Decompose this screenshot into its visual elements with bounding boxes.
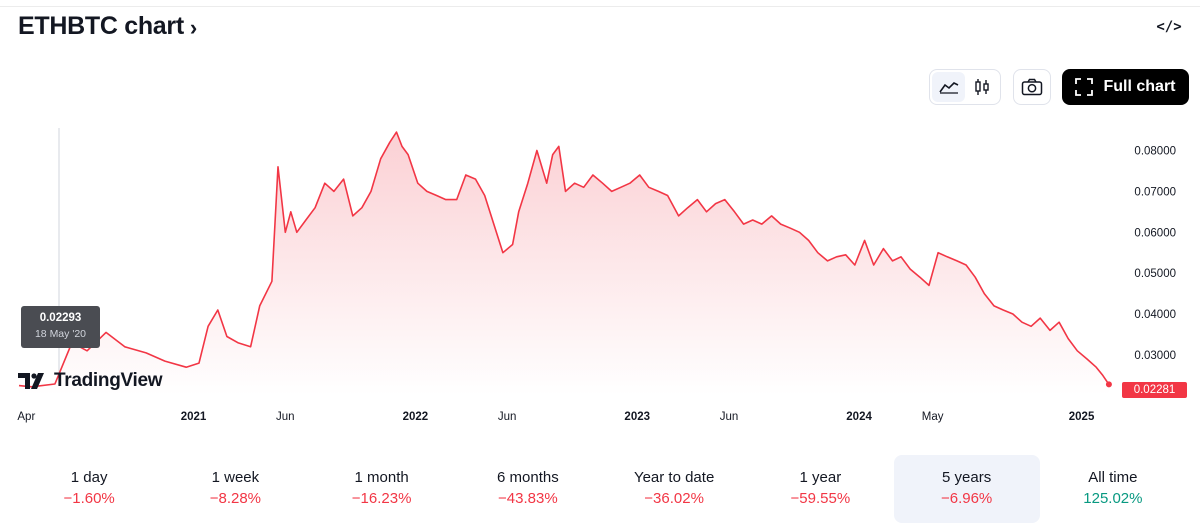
period-tab[interactable]: 1 week −8.28% bbox=[162, 455, 308, 523]
crosshair-tooltip: 0.02293 18 May '20 bbox=[21, 306, 100, 348]
x-tick-label: Jun bbox=[720, 411, 739, 423]
period-label: 1 day bbox=[70, 469, 108, 486]
period-selector: 1 day −1.60% 1 week −8.28% 1 month −16.23% 6 m… bbox=[16, 455, 1186, 523]
fullscreen-icon bbox=[1075, 78, 1094, 96]
period-change: −1.60% bbox=[63, 490, 115, 507]
candles-icon bbox=[974, 79, 989, 95]
period-change: −16.23% bbox=[351, 490, 412, 507]
x-tick-label: Jun bbox=[276, 411, 295, 423]
period-change: −6.96% bbox=[940, 490, 993, 507]
camera-icon bbox=[1021, 78, 1043, 96]
top-divider bbox=[0, 6, 1200, 7]
period-label: 1 month bbox=[354, 469, 409, 486]
x-tick-label: 2022 bbox=[403, 411, 429, 423]
period-tab[interactable]: 5 years −6.96% bbox=[893, 455, 1040, 523]
y-tick-label: 0.03000 bbox=[1134, 350, 1176, 362]
period-change: 125.02% bbox=[1083, 490, 1143, 507]
line-chart-style-button[interactable] bbox=[932, 72, 965, 102]
y-tick-label: 0.06000 bbox=[1134, 227, 1176, 239]
area-fill bbox=[19, 132, 1109, 395]
period-label: 1 week bbox=[211, 469, 260, 486]
last-price-dot bbox=[1105, 381, 1112, 388]
x-tick-label: Apr bbox=[17, 411, 35, 423]
x-tick-label: 2025 bbox=[1069, 411, 1095, 423]
period-change: −8.28% bbox=[209, 490, 262, 507]
period-tab[interactable]: 6 months −43.83% bbox=[455, 455, 601, 523]
period-change: −43.83% bbox=[498, 490, 558, 507]
period-label: 5 years bbox=[942, 469, 992, 486]
chart-style-toggle bbox=[929, 69, 1001, 105]
period-label: 1 year bbox=[799, 469, 842, 486]
period-label: 6 months bbox=[497, 469, 559, 486]
page-title[interactable]: ETHBTC chart › bbox=[18, 12, 197, 41]
y-tick-label: 0.07000 bbox=[1134, 186, 1176, 198]
embed-code-icon[interactable]: </> bbox=[1156, 19, 1182, 35]
series-line bbox=[18, 131, 1110, 388]
y-axis: 0.08000 0.07000 0.06000 0.05000 0.04000 0.030… bbox=[1134, 145, 1176, 361]
title-text[interactable]: ETHBTC chart bbox=[18, 12, 184, 40]
full-chart-label[interactable]: Full chart bbox=[1103, 78, 1176, 95]
period-tab[interactable]: Year to date −36.02% bbox=[601, 455, 747, 523]
x-tick-label: May bbox=[922, 411, 944, 423]
y-tick-label: 0.04000 bbox=[1134, 309, 1176, 321]
snapshot-button[interactable] bbox=[1013, 69, 1051, 105]
period-tab[interactable]: 1 year −59.55% bbox=[747, 455, 893, 523]
period-change: −59.55% bbox=[790, 490, 851, 507]
x-tick-label: 2024 bbox=[846, 411, 872, 423]
tooltip-value: 0.02293 bbox=[39, 312, 82, 324]
x-tick-label: Jun bbox=[498, 411, 517, 423]
tradingview-logo-icon bbox=[18, 373, 44, 389]
last-price-label: 0.02281 bbox=[1122, 382, 1187, 398]
period-label: All time bbox=[1088, 469, 1138, 486]
tradingview-logo[interactable]: TradingView bbox=[18, 370, 163, 392]
x-axis: Apr 2021 Jun 2022 Jun 2023 Jun 2024 May 2025 bbox=[17, 411, 1095, 423]
full-chart-button[interactable]: Full chart bbox=[1062, 69, 1189, 105]
price-chart[interactable]: 0.08000 0.07000 0.06000 0.05000 0.04000 0.030… bbox=[0, 110, 1200, 430]
tooltip-date: 18 May '20 bbox=[34, 328, 87, 340]
y-tick-label: 0.05000 bbox=[1134, 268, 1176, 280]
period-tab[interactable]: 1 month −16.23% bbox=[309, 455, 455, 523]
tradingview-logo-text: TradingView bbox=[54, 370, 163, 391]
y-tick-label: 0.08000 bbox=[1134, 145, 1176, 157]
period-tab[interactable]: All time 125.02% bbox=[1040, 455, 1186, 523]
x-tick-label: 2023 bbox=[624, 411, 650, 423]
period-change: −36.02% bbox=[644, 490, 704, 507]
candles-chart-style-button[interactable] bbox=[965, 72, 998, 102]
period-tab[interactable]: 1 day −1.60% bbox=[16, 455, 162, 523]
period-label: Year to date bbox=[633, 469, 715, 486]
chevron-right-icon[interactable]: › bbox=[189, 14, 197, 40]
line-chart-icon bbox=[938, 82, 958, 94]
x-tick-label: 2021 bbox=[181, 411, 207, 423]
